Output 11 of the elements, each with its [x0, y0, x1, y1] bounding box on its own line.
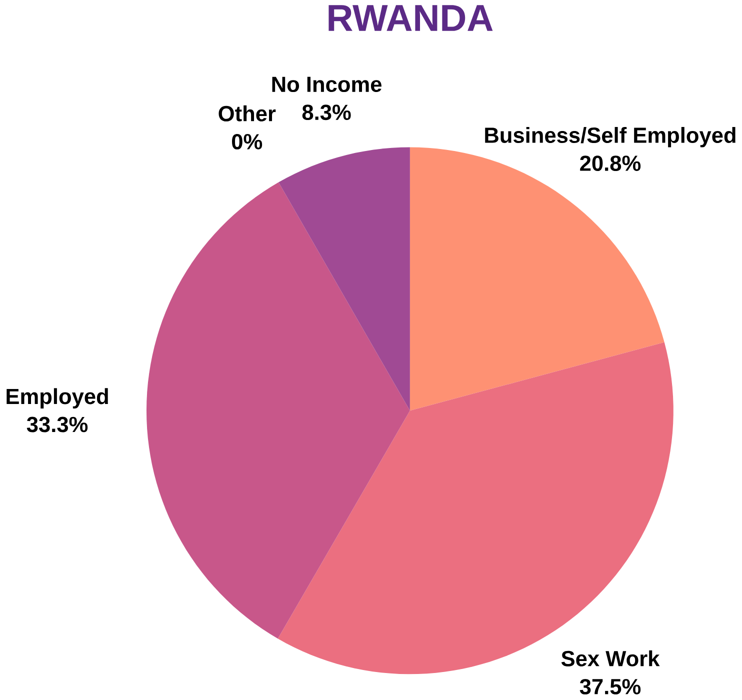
data-label: 33.3%: [26, 416, 88, 432]
slice-label: Business/Self Employed: [485, 127, 736, 148]
data-label: 8.3%: [302, 104, 351, 120]
chart-title: RWANDA: [328, 5, 493, 32]
data-label: 20.8%: [580, 156, 641, 172]
slice-label: Employed: [6, 388, 108, 409]
slice-label: No Income: [272, 77, 382, 92]
slice-label: Sex Work: [561, 650, 660, 667]
data-label: 37.5%: [580, 679, 641, 695]
category-label: Other: [218, 106, 276, 122]
text: 0%: [232, 134, 262, 150]
